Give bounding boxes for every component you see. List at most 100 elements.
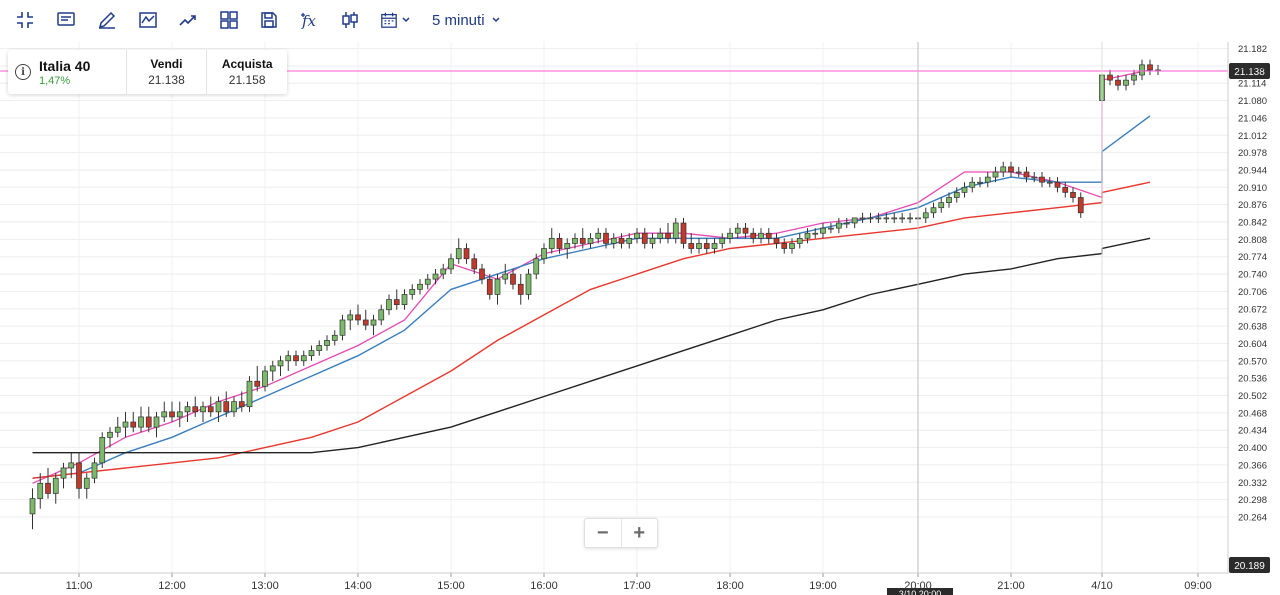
candle (1054, 177, 1061, 193)
timeframe-label: 5 minuti (432, 11, 485, 29)
candle-body-up (649, 237, 656, 244)
candle-body-up (200, 406, 206, 413)
candle (572, 233, 578, 249)
candle-body-up (308, 350, 315, 357)
candle (727, 228, 733, 244)
y-tick-label: 20.740 (1238, 270, 1267, 281)
calendar-icon[interactable] (378, 9, 412, 31)
candle (930, 202, 937, 218)
current-price-label-bg (1229, 62, 1270, 79)
candle-body-up (883, 217, 890, 220)
candle (765, 228, 772, 244)
candle (262, 365, 268, 392)
candle-body-up (184, 406, 191, 413)
candle (145, 406, 152, 433)
candle (83, 473, 90, 499)
candle (796, 233, 803, 249)
candle (595, 228, 602, 244)
candle (99, 432, 106, 468)
candle-body-down (1062, 186, 1069, 193)
note-icon[interactable] (55, 9, 77, 31)
candle (463, 243, 470, 264)
y-tick-label: 20.264 (1238, 512, 1267, 523)
candle-body-up (828, 227, 834, 230)
candle-body-down (1107, 74, 1113, 81)
candle-body-down (510, 273, 516, 285)
sell-button[interactable]: Vendi 21.138 (127, 50, 208, 94)
candle (946, 192, 952, 208)
candle (316, 340, 323, 356)
buy-button[interactable]: Acquista 21.158 (207, 50, 287, 94)
y-tick-label: 20.808 (1238, 235, 1267, 246)
candle-body-up (984, 176, 991, 183)
candle (703, 238, 710, 254)
chart-toolbar: fx 5 minuti (0, 0, 1280, 40)
pencil-icon[interactable] (96, 9, 118, 31)
candle (734, 223, 741, 239)
price-chart[interactable]: 21.138 3/10 20:00 20.189 21.182 21.148 21.11… (0, 40, 1280, 595)
candle (804, 228, 811, 244)
candle-body-down (680, 222, 687, 244)
candle (564, 238, 571, 259)
instrument-name: Italia 40 (39, 57, 91, 74)
candle (122, 411, 129, 438)
cursor-price-label-bg (1229, 557, 1270, 573)
candle (851, 217, 858, 229)
candle-body-up (711, 243, 718, 249)
crosshair-time-label-bg (887, 588, 953, 595)
candle-body-down (362, 319, 369, 326)
candle (1070, 187, 1076, 203)
candle (665, 223, 671, 244)
x-tick-label: 19:00 (809, 580, 837, 592)
candle-body-up (820, 227, 826, 234)
candle-body-up (907, 217, 913, 220)
candle-body-up (386, 299, 392, 311)
candle-body-up (52, 477, 59, 494)
candle (789, 238, 795, 254)
y-tick-label: 20.536 (1238, 374, 1267, 385)
y-tick-label: 20.502 (1238, 391, 1267, 402)
candle-body-up (696, 243, 702, 249)
candle-body-up (922, 212, 929, 219)
info-icon[interactable]: i (15, 64, 31, 80)
zoom-in-button[interactable]: + (633, 521, 646, 544)
y-tick-label: 20.434 (1238, 426, 1267, 437)
candle-body-down (603, 232, 609, 244)
candle-body-up (231, 401, 237, 413)
candle-body-up (409, 289, 416, 295)
ma-slow-line (32, 181, 1151, 479)
candle (285, 350, 292, 372)
layout-grid-icon[interactable] (218, 9, 240, 31)
candle-body-up (1123, 79, 1129, 86)
candle (45, 467, 51, 499)
candle (378, 304, 385, 326)
candle (977, 177, 983, 188)
candlestick-icon[interactable] (339, 9, 361, 31)
candle (742, 223, 749, 239)
candle-body-up (68, 462, 75, 469)
x-tick-label: 21:00 (997, 580, 1025, 592)
x-tick-label: 4/10 (1091, 580, 1112, 592)
candle (961, 182, 968, 198)
candle (603, 228, 609, 249)
candle-body-up (138, 416, 144, 428)
price-axis: 21.182 21.148 21.114 21.080 21.046 21.012 20.9… (1227, 42, 1267, 573)
timeframe-selector[interactable]: 5 minuti (432, 10, 501, 30)
collapse-icon[interactable] (14, 9, 36, 31)
trend-icon[interactable] (177, 9, 199, 31)
candle-body-up (114, 426, 121, 433)
function-icon[interactable]: fx (299, 9, 321, 31)
instrument-symbol-cell[interactable]: i Italia 40 1,47% (8, 50, 127, 94)
candle (883, 212, 890, 224)
y-tick-label: 20.638 (1238, 322, 1267, 333)
candle (409, 284, 416, 300)
zoom-out-button[interactable]: − (585, 519, 622, 547)
candle-body-up (734, 227, 741, 234)
candle-body-up (99, 436, 106, 464)
indicator-wave-icon[interactable] (137, 9, 159, 31)
candle-body-up (277, 360, 284, 367)
y-tick-label: 20.468 (1238, 408, 1267, 419)
candle (471, 253, 478, 275)
save-icon[interactable] (258, 9, 280, 31)
y-tick-label: 20.298 (1238, 495, 1267, 506)
